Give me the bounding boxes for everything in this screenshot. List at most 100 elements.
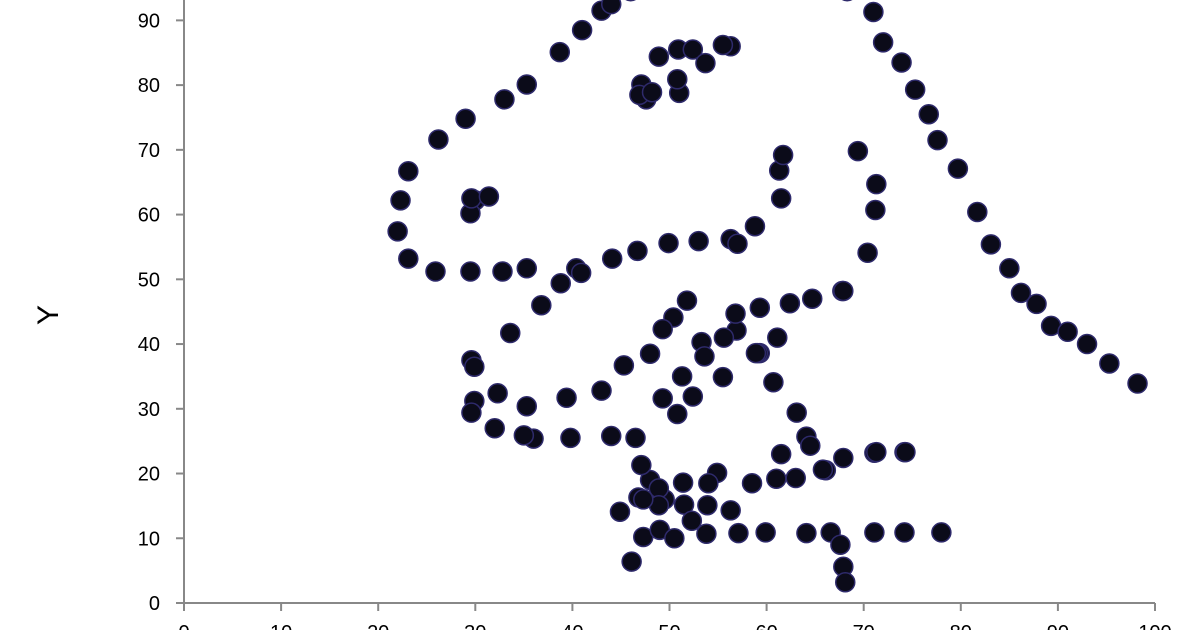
data-point bbox=[847, 140, 869, 162]
y-tick-label: 10 bbox=[138, 528, 160, 550]
data-point bbox=[688, 230, 709, 252]
data-point bbox=[560, 427, 581, 449]
data-point bbox=[461, 188, 482, 209]
data-point bbox=[749, 297, 771, 319]
x-axis: 0 10 20 30 40 50 60 70 80 90 100 bbox=[178, 602, 1172, 630]
data-point bbox=[652, 318, 673, 340]
data-point bbox=[516, 258, 538, 279]
data-point bbox=[633, 489, 654, 510]
data-point bbox=[461, 402, 482, 423]
data-point bbox=[513, 425, 535, 446]
data-point bbox=[725, 303, 746, 324]
data-point bbox=[967, 201, 988, 223]
data-point bbox=[696, 523, 717, 544]
data-point bbox=[1010, 282, 1032, 304]
data-point bbox=[682, 386, 704, 407]
data-point bbox=[570, 262, 592, 284]
y-tick-label: 60 bbox=[138, 205, 160, 227]
data-point bbox=[891, 52, 912, 73]
data-point bbox=[672, 472, 694, 493]
data-point bbox=[697, 494, 718, 516]
data-point bbox=[865, 199, 886, 221]
data-point bbox=[801, 288, 823, 309]
data-point bbox=[681, 510, 703, 532]
x-tick-label: 30 bbox=[464, 622, 486, 630]
data-point bbox=[744, 215, 766, 237]
x-tick-label: 0 bbox=[178, 622, 189, 630]
data-point bbox=[478, 186, 500, 207]
data-point bbox=[763, 371, 784, 393]
data-point bbox=[835, 572, 856, 593]
data-point bbox=[1076, 333, 1098, 355]
data-point bbox=[866, 441, 887, 463]
data-point bbox=[720, 500, 741, 521]
data-point bbox=[741, 472, 763, 494]
x-axis-ticks: 0 10 20 30 40 50 60 70 80 90 100 bbox=[178, 603, 1172, 630]
data-point bbox=[464, 356, 485, 377]
y-tick-label: 0 bbox=[149, 593, 160, 615]
data-point bbox=[772, 144, 794, 166]
data-point bbox=[492, 261, 513, 282]
data-point bbox=[516, 395, 538, 417]
data-point bbox=[770, 188, 792, 209]
data-point bbox=[531, 294, 552, 316]
data-point bbox=[428, 129, 449, 150]
x-tick-label: 50 bbox=[658, 622, 680, 630]
y-tick-label: 40 bbox=[138, 334, 160, 356]
data-point bbox=[833, 447, 854, 469]
data-point bbox=[631, 454, 652, 476]
data-point bbox=[625, 427, 646, 449]
y-axis-ticks: 0 10 20 30 40 50 60 70 80 90 bbox=[138, 10, 184, 615]
data-point bbox=[694, 346, 715, 367]
data-point bbox=[863, 1, 884, 23]
data-point bbox=[667, 403, 688, 425]
y-tick-label: 90 bbox=[138, 10, 160, 32]
data-point bbox=[500, 322, 521, 344]
data-point bbox=[857, 242, 878, 264]
y-axis-title: Y bbox=[32, 305, 65, 325]
data-point bbox=[713, 327, 735, 348]
y-tick-label: 20 bbox=[138, 464, 160, 486]
data-point bbox=[812, 459, 834, 480]
data-point bbox=[895, 441, 916, 463]
data-point bbox=[796, 522, 817, 544]
data-point bbox=[830, 534, 851, 555]
x-tick-label: 80 bbox=[950, 622, 972, 630]
data-point bbox=[455, 108, 476, 130]
data-point bbox=[698, 472, 719, 494]
data-point bbox=[676, 290, 698, 311]
data-point bbox=[841, 0, 853, 2]
data-point bbox=[800, 435, 821, 456]
data-point bbox=[667, 69, 688, 90]
data-point bbox=[712, 34, 734, 56]
x-tick-label: 90 bbox=[1047, 622, 1069, 630]
data-point bbox=[591, 380, 612, 401]
data-point bbox=[658, 232, 679, 254]
data-point bbox=[980, 234, 1002, 255]
y-tick-label: 50 bbox=[138, 269, 160, 291]
data-point bbox=[779, 293, 801, 314]
data-point bbox=[648, 46, 670, 67]
data-point bbox=[1127, 373, 1148, 394]
data-point bbox=[695, 52, 716, 74]
data-point bbox=[785, 467, 806, 489]
data-point bbox=[864, 522, 885, 543]
data-point bbox=[728, 522, 749, 544]
data-point bbox=[549, 41, 571, 63]
data-point bbox=[600, 425, 622, 447]
data-point bbox=[627, 240, 648, 262]
data-point bbox=[671, 366, 693, 387]
data-point bbox=[999, 258, 1020, 279]
data-point bbox=[609, 501, 631, 522]
data-point bbox=[641, 81, 663, 103]
data-point bbox=[755, 522, 776, 543]
data-point bbox=[894, 522, 915, 543]
data-point bbox=[770, 443, 792, 465]
data-point bbox=[484, 417, 505, 439]
y-tick-label: 30 bbox=[138, 399, 160, 421]
data-point bbox=[767, 327, 788, 348]
data-point bbox=[390, 190, 411, 211]
data-point bbox=[613, 355, 635, 376]
data-point bbox=[516, 74, 538, 95]
